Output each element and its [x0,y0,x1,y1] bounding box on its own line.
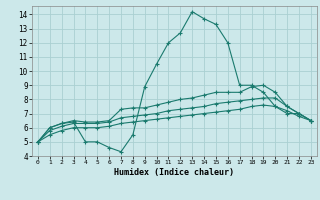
X-axis label: Humidex (Indice chaleur): Humidex (Indice chaleur) [115,168,234,177]
